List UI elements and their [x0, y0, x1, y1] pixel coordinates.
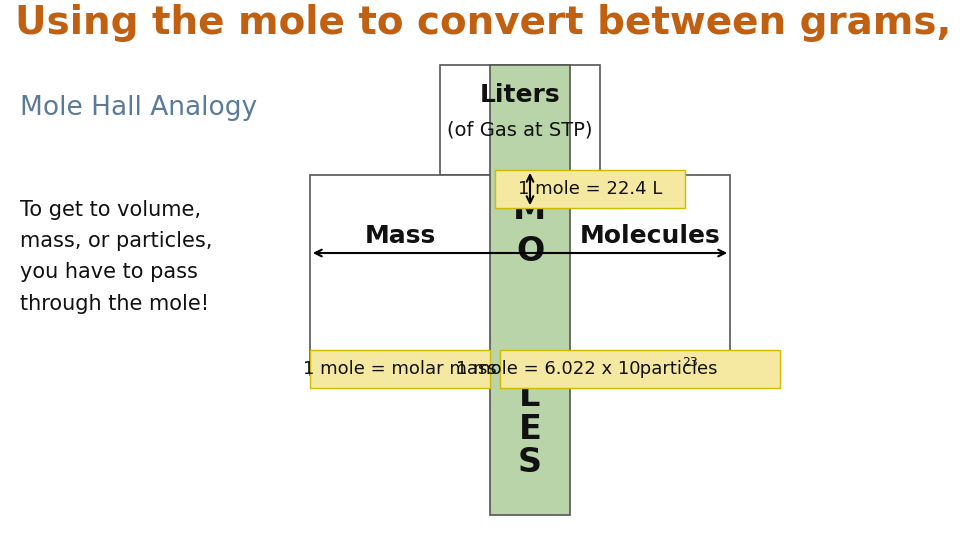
Bar: [310, 175, 730, 375]
Bar: [495, 170, 685, 208]
Text: particles: particles: [635, 360, 718, 378]
Bar: [0, 0, 960, 58]
Text: To get to volume,
mass, or particles,
you have to pass
through the mole!: To get to volume, mass, or particles, yo…: [20, 200, 212, 314]
Text: Molecules: Molecules: [580, 224, 720, 248]
Text: O: O: [516, 235, 544, 268]
Bar: [490, 65, 570, 515]
Text: 23: 23: [683, 356, 698, 369]
Text: 1 mole = 6.022 x 10: 1 mole = 6.022 x 10: [455, 360, 640, 378]
Text: 1 mole = molar mass: 1 mole = molar mass: [303, 360, 497, 378]
Text: Mass: Mass: [365, 224, 436, 248]
Text: Liters: Liters: [480, 83, 561, 107]
Text: Mole Hall Analogy: Mole Hall Analogy: [20, 95, 257, 121]
Text: M: M: [514, 193, 546, 226]
Text: L: L: [519, 380, 540, 413]
Bar: [500, 350, 780, 388]
Text: 1 mole = 22.4 L: 1 mole = 22.4 L: [517, 180, 662, 198]
Text: Using the mole to convert between grams, liters and particles: Using the mole to convert between grams,…: [15, 4, 960, 42]
Bar: [440, 65, 600, 175]
Text: S: S: [518, 446, 542, 479]
Text: E: E: [518, 413, 541, 446]
Bar: [310, 350, 490, 388]
Text: (of Gas at STP): (of Gas at STP): [447, 120, 592, 139]
